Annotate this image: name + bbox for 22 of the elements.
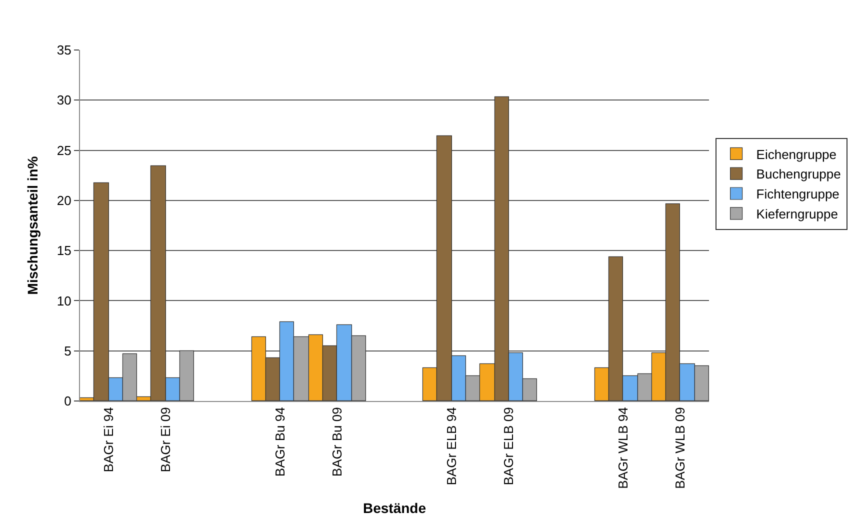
y-tick-label: 10 [56, 293, 72, 308]
x-tick-label: BAGr Bu 94 [272, 407, 288, 477]
x-tick-label: BAGr Bu 09 [330, 407, 345, 477]
y-tick-label: 20 [56, 192, 72, 208]
x-tick-label: BAGr Ei 09 [158, 407, 173, 472]
legend-label: Kieferngruppe [756, 206, 838, 222]
x-axis-title: Bestände [362, 500, 426, 516]
y-tick-label: 35 [56, 42, 72, 58]
x-tick-label: BAGr Ei 94 [100, 407, 116, 472]
y-axis-title: Mischungsanteil in% [24, 156, 41, 295]
x-tick-label: BAGr ELB 09 [501, 407, 516, 486]
y-tick-label: 5 [64, 343, 72, 358]
y-tick-label: 0 [64, 394, 72, 409]
x-tick-label: BAGr ELB 94 [444, 407, 459, 486]
y-tick-label: 30 [56, 92, 72, 108]
y-tick-label: 25 [56, 142, 72, 158]
legend-label: Eichengruppe [756, 146, 837, 162]
legend-label: Fichtengruppe [756, 186, 840, 202]
y-tick-label: 15 [56, 243, 72, 258]
x-tick-label: BAGr WLB 94 [615, 407, 630, 489]
legend-label: Buchengruppe [756, 166, 841, 182]
x-tick-label: BAGr WLB 09 [672, 407, 688, 489]
